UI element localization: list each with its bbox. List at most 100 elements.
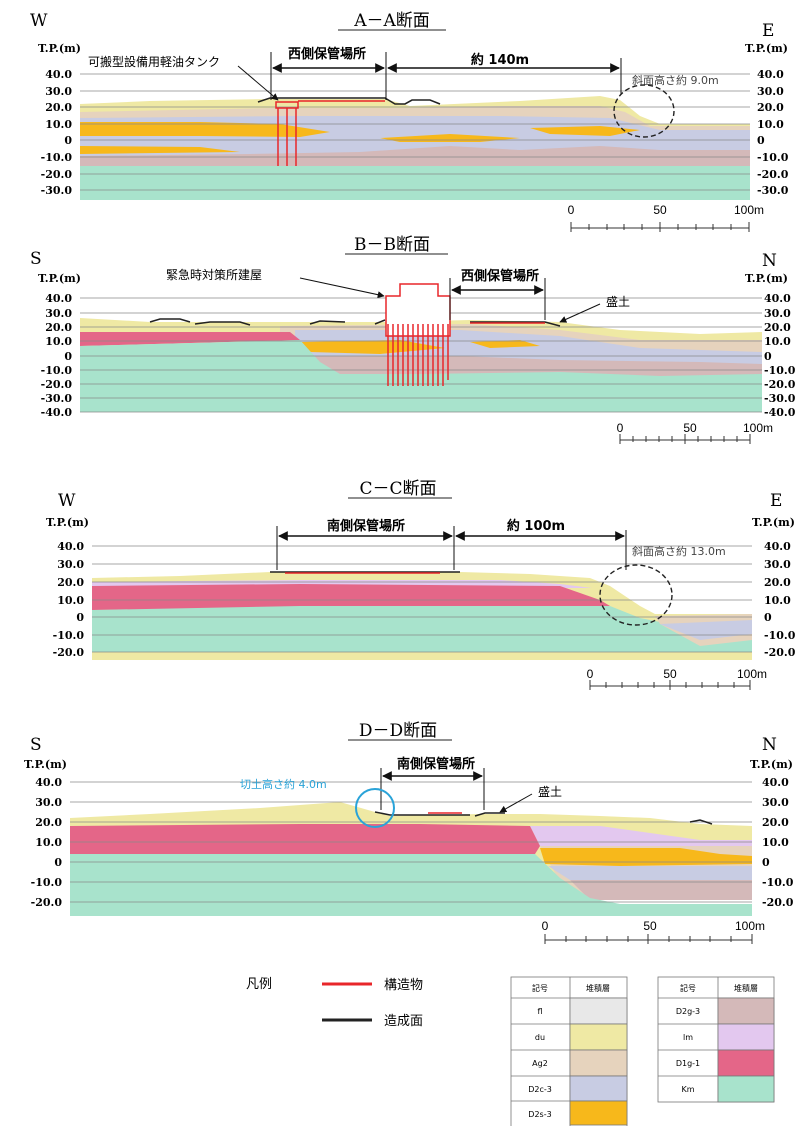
section-a-tp-left: T.P.(m) bbox=[38, 42, 81, 55]
section-b-scale-bar bbox=[619, 434, 751, 444]
svg-text:-40.0: -40.0 bbox=[764, 406, 796, 419]
section-b-tp-left: T.P.(m) bbox=[38, 272, 81, 285]
section-a-scale-50: 50 bbox=[653, 203, 667, 217]
svg-text:-10.0: -10.0 bbox=[762, 876, 794, 889]
section-b-layer-d2s3-b bbox=[470, 340, 540, 348]
section-b-tp-right: T.P.(m) bbox=[745, 272, 788, 285]
section-b-yticks-left: 40.0 30.0 20.010.0 0-10.0 -20.0-30.0 -40.… bbox=[41, 292, 73, 419]
svg-text:-20.0: -20.0 bbox=[762, 896, 794, 909]
legend-swatch-km bbox=[717, 1075, 775, 1103]
section-a-yticks-left: 40.0 30.0 20.0 10.0 0 -10.0 -20.0 -30.0 bbox=[41, 68, 73, 197]
section-d-tp-left: T.P.(m) bbox=[24, 758, 67, 771]
svg-text:-20.0: -20.0 bbox=[764, 378, 796, 391]
svg-text:30.0: 30.0 bbox=[35, 796, 62, 809]
section-d-layer-d2s3-a bbox=[540, 848, 752, 866]
svg-text:-20.0: -20.0 bbox=[41, 378, 73, 391]
legend-title: 凡例 bbox=[246, 977, 272, 992]
section-a-right-dir: E bbox=[762, 21, 774, 41]
legend-table-right bbox=[657, 976, 775, 1103]
legend-surface-label: 造成面 bbox=[384, 1014, 423, 1029]
section-c-title: C－C断面 bbox=[359, 479, 436, 499]
section-c-scale-bar bbox=[589, 680, 751, 690]
svg-text:-10.0: -10.0 bbox=[41, 151, 73, 164]
section-b-scale-100: 100m bbox=[743, 421, 773, 435]
section-a-grid bbox=[80, 73, 750, 191]
section-b-building-label: 緊急時対策所建屋 bbox=[166, 267, 262, 282]
section-d-layer-d1g1 bbox=[70, 824, 540, 854]
svg-text:-20.0: -20.0 bbox=[764, 646, 796, 659]
legend-swatch-fl bbox=[569, 997, 628, 1025]
legend-structure-label: 構造物 bbox=[384, 978, 423, 993]
section-d-cut-circle bbox=[355, 788, 395, 828]
svg-text:-10.0: -10.0 bbox=[764, 629, 796, 642]
section-a-tank-label: 可搬型設備用軽油タンク bbox=[88, 54, 220, 69]
legend-code-d2g3: D2g-3 bbox=[676, 1007, 700, 1016]
legend-code-d1g1: D1g-1 bbox=[676, 1059, 700, 1068]
section-c-left-dir: W bbox=[58, 491, 76, 511]
section-c-yticks-right: 40.0 30.0 20.0 10.0 0 -10.0 -20.0 bbox=[764, 540, 796, 659]
section-b-right-dir: N bbox=[762, 251, 777, 271]
svg-text:40.0: 40.0 bbox=[762, 776, 789, 789]
section-b-scale-0: 0 bbox=[617, 421, 624, 435]
section-a-scale-bar bbox=[570, 222, 750, 232]
svg-text:10.0: 10.0 bbox=[757, 118, 784, 131]
svg-text:20.0: 20.0 bbox=[57, 576, 84, 589]
section-b-layer-d1g1 bbox=[80, 332, 300, 346]
svg-text:0: 0 bbox=[76, 611, 84, 624]
section-b-graded-surface bbox=[149, 318, 561, 327]
svg-text:10.0: 10.0 bbox=[45, 335, 72, 348]
svg-text:-30.0: -30.0 bbox=[764, 392, 796, 405]
svg-text:-30.0: -30.0 bbox=[757, 184, 789, 197]
legend-code-d2c3: D2c-3 bbox=[528, 1085, 552, 1094]
svg-text:20.0: 20.0 bbox=[45, 101, 72, 114]
section-c-scale-50: 50 bbox=[663, 667, 677, 681]
legend: 凡例 構造物 造成面 記号 堆積層 fl du Ag2 D2c-3 D2s-3 bbox=[246, 976, 775, 1126]
section-d-layer-d2c3 bbox=[548, 866, 752, 880]
svg-text:10.0: 10.0 bbox=[45, 118, 72, 131]
section-c-layer-d1g1 bbox=[92, 584, 610, 610]
legend-code-km: Km bbox=[681, 1085, 694, 1094]
legend-code-fl: fl bbox=[537, 1007, 542, 1016]
legend-code-lm: lm bbox=[683, 1033, 693, 1042]
svg-text:-10.0: -10.0 bbox=[757, 151, 789, 164]
section-d-scale-100: 100m bbox=[735, 919, 765, 933]
svg-text:-30.0: -30.0 bbox=[41, 392, 73, 405]
section-d: D－D断面 S N T.P.(m) T.P.(m) 40.0 30.0 20.0 1… bbox=[24, 721, 794, 944]
section-c-grid bbox=[92, 545, 752, 653]
section-d-facility-label: 南側保管場所 bbox=[397, 756, 475, 772]
svg-text:30.0: 30.0 bbox=[762, 796, 789, 809]
legend-code-ag2: Ag2 bbox=[532, 1059, 548, 1068]
svg-text:-10.0: -10.0 bbox=[41, 364, 73, 377]
section-b-facility-label: 西側保管場所 bbox=[461, 268, 539, 284]
svg-text:20.0: 20.0 bbox=[35, 816, 62, 829]
legend-right-header-symbol: 記号 bbox=[680, 983, 696, 993]
section-c-slope-label: 斜面高さ約 13.0m bbox=[632, 544, 726, 558]
svg-text:10.0: 10.0 bbox=[764, 335, 791, 348]
section-b-fill-label: 盛土 bbox=[606, 294, 630, 309]
svg-text:30.0: 30.0 bbox=[45, 85, 72, 98]
section-b-layer-km bbox=[80, 340, 762, 412]
svg-text:0: 0 bbox=[757, 134, 765, 147]
section-b-title: B－B断面 bbox=[354, 235, 430, 255]
section-a-left-dir: W bbox=[30, 11, 48, 31]
section-d-fill-label: 盛土 bbox=[538, 784, 562, 799]
section-d-layer-km bbox=[70, 854, 752, 916]
svg-text:40.0: 40.0 bbox=[757, 68, 784, 81]
svg-text:0: 0 bbox=[764, 611, 772, 624]
section-d-scale-0: 0 bbox=[542, 919, 549, 933]
section-a-slope-circle bbox=[613, 84, 675, 138]
section-b: B－B断面 S N T.P.(m) T.P.(m) 40.030.0 20.01… bbox=[30, 235, 796, 444]
svg-text:40.0: 40.0 bbox=[35, 776, 62, 789]
section-d-title: D－D断面 bbox=[359, 721, 437, 741]
section-d-graded-surface bbox=[374, 811, 713, 825]
svg-text:20.0: 20.0 bbox=[764, 321, 791, 334]
section-d-yticks-left: 40.0 30.0 20.0 10.0 0 -10.0 -20.0 bbox=[31, 776, 63, 909]
svg-text:20.0: 20.0 bbox=[764, 576, 791, 589]
section-a: A－A断面 W E T.P.(m) T.P.(m) 40.0 30.0 20.0 1… bbox=[30, 11, 789, 232]
section-d-cut-label: 切土高さ約 4.0m bbox=[240, 777, 327, 791]
legend-swatch-d1g1 bbox=[717, 1049, 775, 1077]
section-d-left-dir: S bbox=[30, 735, 42, 755]
section-b-building bbox=[385, 283, 545, 386]
svg-text:20.0: 20.0 bbox=[757, 101, 784, 114]
svg-text:0: 0 bbox=[64, 350, 72, 363]
